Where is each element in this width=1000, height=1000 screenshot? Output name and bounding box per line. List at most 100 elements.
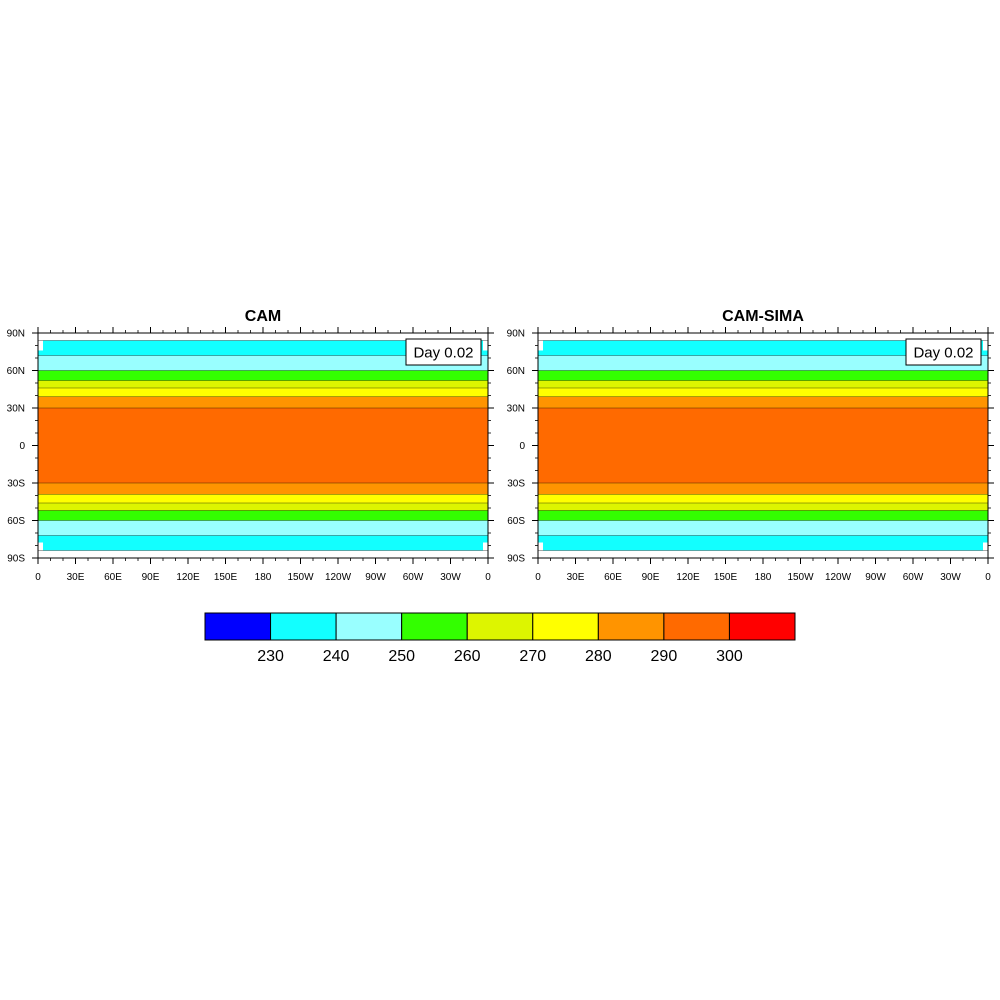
contour-band [538,535,988,551]
x-tick-label: 150W [287,572,314,583]
contour-band [538,520,988,536]
contour-band-edge [983,340,988,351]
x-tick-label: 90W [365,572,386,583]
contour-band [538,355,988,371]
contour-band [38,503,488,511]
y-tick-label: 60N [7,366,25,377]
colorbar-label: 300 [716,648,743,665]
y-tick-label: 0 [19,441,25,452]
x-tick-label: 180 [755,572,772,583]
x-tick-label: 120E [676,572,700,583]
contour-band [538,396,988,408]
contour-band-edge [983,542,988,551]
contour-band [538,503,988,511]
contour-band [38,408,488,483]
contour-band [538,550,988,558]
y-tick-label: 60S [507,516,525,527]
contour-band [538,370,988,381]
colorbar-box [204,612,272,641]
contour-band [538,408,988,483]
y-tick-label: 0 [519,441,525,452]
x-tick-label: 150E [214,572,238,583]
colorbar-label: 240 [323,648,350,665]
contour-band [38,388,488,397]
x-tick-label: 180 [255,572,272,583]
x-tick-label: 30E [567,572,585,583]
contour-band [538,510,988,521]
y-tick-label: 30N [507,404,525,415]
contour-band [38,396,488,408]
contour-band [538,483,988,495]
contour-band [38,510,488,521]
map-panel: CAM-SIMA 0 30E 60E 90E 120E 150E 180 150W 120W 90W… [507,308,994,583]
x-tick-label: 150W [787,572,814,583]
contour-band [38,333,488,341]
contour-band-edge [538,340,543,351]
contour-band [38,380,488,388]
y-tick-label: 90S [7,554,25,565]
x-tick-label: 90E [642,572,660,583]
contour-band-edge [538,542,543,551]
x-tick-label: 60E [604,572,622,583]
x-tick-label: 120W [825,572,852,583]
x-tick-label: 90W [865,572,886,583]
x-tick-label: 60W [903,572,924,583]
x-tick-label: 30E [67,572,85,583]
annotation-label: Day 0.02 [413,345,473,362]
colorbar-label: 260 [454,648,481,665]
x-tick-label: 90E [142,572,160,583]
x-tick-label: 120E [176,572,200,583]
contour-band-edge [483,340,488,351]
contour-band [538,340,988,356]
contour-band [38,483,488,495]
x-tick-label: 0 [485,572,491,583]
x-tick-label: 30W [940,572,961,583]
colorbar-box [728,612,796,641]
y-tick-label: 30S [7,479,25,490]
annotation-label: Day 0.02 [913,345,973,362]
x-tick-label: 0 [535,572,541,583]
y-tick-label: 30N [7,404,25,415]
x-tick-label: 60W [403,572,424,583]
panel-title: CAM [245,308,281,325]
y-tick-label: 60S [7,516,25,527]
map-panel: CAM 0 30E 60E 90E 120E 150E 180 150W 120W 90W 60W 30… [7,308,494,583]
colorbar-box [335,612,403,641]
colorbar-label: 250 [388,648,415,665]
contour-band [538,494,988,503]
colorbar-label: 270 [519,648,546,665]
y-tick-label: 30S [507,479,525,490]
y-tick-label: 60N [507,366,525,377]
colorbar-box [663,612,730,641]
contour-band [38,535,488,551]
x-tick-label: 150E [714,572,738,583]
contour-band [38,550,488,558]
contour-band [538,333,988,341]
contour-band [38,355,488,371]
colorbar-box [466,612,534,641]
contour-band [38,340,488,356]
contour-band-edge [38,340,43,351]
x-tick-label: 0 [985,572,991,583]
x-tick-label: 30W [440,572,461,583]
colorbar-box [532,612,599,641]
contour-band [538,388,988,397]
x-tick-label: 0 [35,572,41,583]
y-tick-label: 90N [7,329,25,340]
contour-band [38,370,488,381]
colorbar-label: 230 [257,648,284,665]
colorbar-box [597,612,665,641]
contour-band-edge [38,542,43,551]
contour-band-edge [483,542,488,551]
annotation-box [405,338,482,366]
colorbar-box [401,612,468,641]
annotation-box [905,338,982,366]
colorbar-label: 290 [651,648,678,665]
contour-band [38,494,488,503]
colorbar-box [270,612,337,641]
contour-band [538,380,988,388]
colorbar: 230 240 250 260 270 280 290 300 [204,612,796,665]
colorbar-label: 280 [585,648,612,665]
panel-title: CAM-SIMA [722,308,804,325]
